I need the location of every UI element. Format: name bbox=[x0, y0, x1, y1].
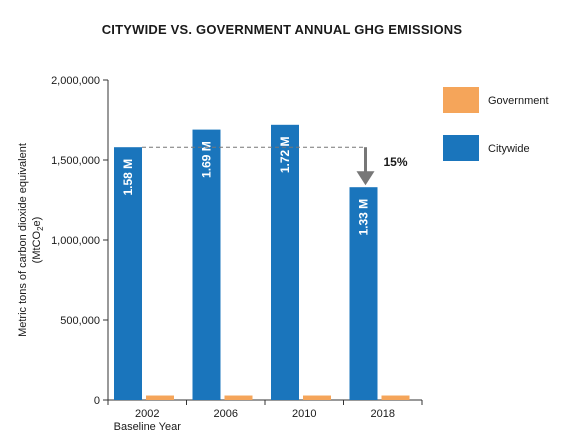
x-tick-sublabel: Baseline Year bbox=[114, 421, 182, 433]
legend-label: Citywide bbox=[488, 143, 530, 155]
y-tick-label: 2,000,000 bbox=[51, 75, 100, 87]
bar-citywide bbox=[114, 147, 142, 400]
bar-government bbox=[381, 395, 410, 400]
arrow-head bbox=[356, 171, 375, 186]
legend: Government Citywide bbox=[443, 87, 549, 161]
y-tick-label: 0 bbox=[94, 395, 100, 407]
chart-title: CITYWIDE VS. GOVERNMENT ANNUAL GHG EMISS… bbox=[101, 22, 463, 37]
bar-government bbox=[224, 395, 253, 400]
annotation: 15% bbox=[142, 146, 408, 186]
axes: 0 500,000 1,000,000 1,500,000 2,000,000 Metri… bbox=[17, 75, 423, 407]
annotation-label: 15% bbox=[384, 155, 408, 169]
bars bbox=[114, 124, 410, 401]
y-axis-label-unit: (MtCO2e) bbox=[31, 217, 45, 264]
bar-citywide bbox=[192, 129, 221, 400]
x-tick-label: 2018 bbox=[371, 408, 395, 420]
x-tick-label: 2002 bbox=[135, 408, 159, 420]
data-label: 1.58 M bbox=[121, 159, 135, 196]
legend-swatch bbox=[443, 135, 479, 161]
y-tick-label: 1,500,000 bbox=[51, 155, 100, 167]
legend-swatch bbox=[443, 87, 479, 113]
y-tick-label: 500,000 bbox=[60, 315, 100, 327]
x-tick-label: 2006 bbox=[214, 408, 238, 420]
bar-government bbox=[146, 395, 174, 400]
y-axis-label: Metric tons of carbon dioxide equivalent bbox=[17, 143, 29, 337]
data-label: 1.33 M bbox=[357, 199, 371, 236]
bar-citywide bbox=[349, 187, 378, 400]
x-tick-label: 2010 bbox=[292, 408, 316, 420]
data-label: 1.72 M bbox=[278, 136, 292, 173]
legend-label: Government bbox=[488, 95, 549, 107]
bar-government bbox=[303, 395, 331, 400]
y-tick-label: 1,000,000 bbox=[51, 235, 100, 247]
bar-citywide bbox=[271, 124, 299, 401]
data-label: 1.69 M bbox=[200, 141, 214, 178]
